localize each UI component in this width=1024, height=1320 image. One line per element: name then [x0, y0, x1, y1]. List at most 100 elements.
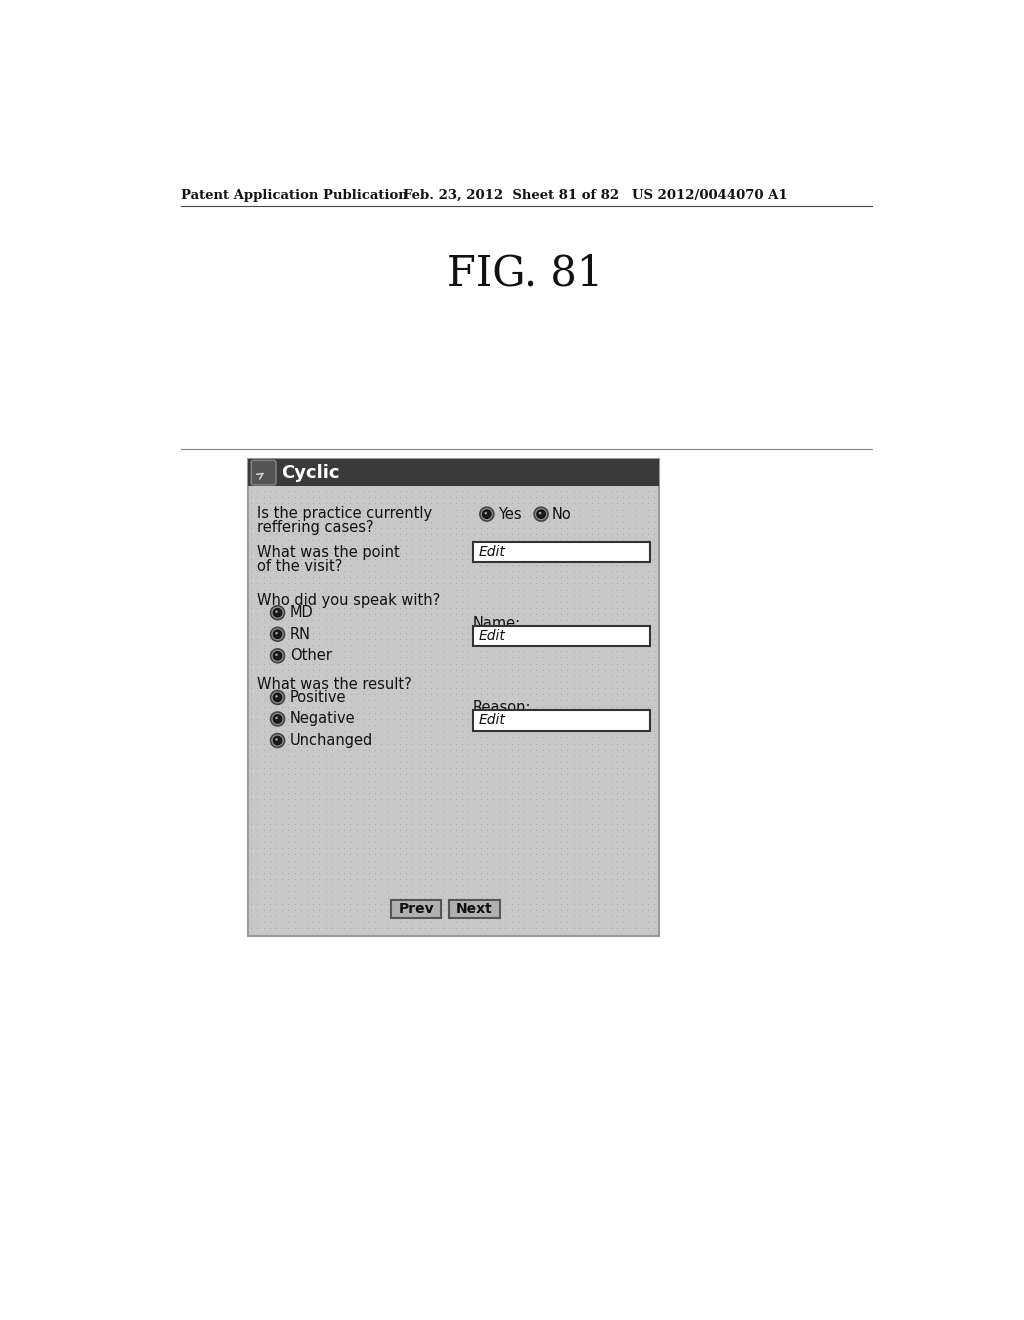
Point [360, 875, 377, 896]
Bar [473, 626, 649, 645]
Point [498, 672, 514, 693]
Point [243, 554, 259, 576]
Point [547, 838, 563, 859]
Point [615, 653, 632, 675]
Point [553, 770, 569, 791]
Point [522, 696, 539, 717]
Point [522, 843, 539, 865]
Point [411, 543, 427, 564]
Point [640, 751, 656, 772]
Point [535, 665, 551, 686]
Point [535, 616, 551, 638]
Point [640, 653, 656, 675]
Point [484, 517, 501, 539]
Point [411, 585, 427, 606]
Point [553, 838, 569, 859]
Point [255, 548, 271, 569]
Point [380, 739, 396, 760]
Point [578, 499, 594, 520]
Point [299, 875, 315, 896]
Point [367, 838, 383, 859]
Point [249, 480, 265, 502]
Point [547, 764, 563, 785]
Point [565, 783, 582, 804]
Point [299, 591, 315, 612]
Point [386, 511, 402, 532]
Point [484, 506, 501, 527]
Point [317, 788, 334, 809]
Point [398, 906, 415, 927]
Point [299, 820, 315, 841]
Point [423, 894, 439, 915]
Point [311, 684, 328, 705]
Point [646, 857, 663, 878]
Point [435, 899, 452, 920]
Point [249, 875, 265, 896]
Point [609, 807, 626, 828]
Point [516, 659, 532, 680]
Point [510, 566, 526, 587]
Point [398, 591, 415, 612]
Point [411, 825, 427, 846]
Text: Other: Other [290, 648, 332, 664]
Point [634, 511, 650, 532]
Point [354, 554, 371, 576]
Point [578, 850, 594, 871]
Point [360, 825, 377, 846]
Point [354, 880, 371, 902]
Point [510, 825, 526, 846]
Point [299, 585, 315, 606]
Point [429, 579, 445, 601]
Point [640, 832, 656, 853]
Point [342, 499, 358, 520]
Point [460, 887, 476, 908]
Point [622, 820, 638, 841]
Point [373, 862, 389, 883]
Point [484, 924, 501, 945]
Point [547, 690, 563, 711]
Point [417, 825, 433, 846]
Point [571, 529, 588, 550]
Point [460, 820, 476, 841]
Point [398, 517, 415, 539]
Point [498, 659, 514, 680]
Point [535, 714, 551, 735]
Point [535, 554, 551, 576]
Point [615, 850, 632, 871]
Point [317, 659, 334, 680]
Point [498, 783, 514, 804]
Point [380, 857, 396, 878]
Point [590, 832, 606, 853]
Point [249, 524, 265, 545]
Point [571, 714, 588, 735]
Point [578, 838, 594, 859]
Point [435, 610, 452, 631]
Point [311, 776, 328, 797]
Circle shape [273, 652, 282, 660]
Point [255, 566, 271, 587]
Point [528, 807, 545, 828]
Point [255, 727, 271, 748]
Point [603, 733, 620, 754]
Point [584, 696, 600, 717]
Point [287, 721, 303, 742]
Point [311, 591, 328, 612]
Point [522, 739, 539, 760]
Point [646, 517, 663, 539]
Point [578, 529, 594, 550]
Point [460, 684, 476, 705]
Point [590, 499, 606, 520]
Point [243, 640, 259, 661]
Point [634, 610, 650, 631]
Point [386, 857, 402, 878]
Point [510, 499, 526, 520]
Point [478, 899, 495, 920]
Point [553, 616, 569, 638]
Point [367, 548, 383, 569]
Point [578, 480, 594, 502]
Point [249, 622, 265, 643]
Point [435, 561, 452, 582]
Point [466, 838, 482, 859]
Point [404, 912, 421, 933]
Point [615, 764, 632, 785]
